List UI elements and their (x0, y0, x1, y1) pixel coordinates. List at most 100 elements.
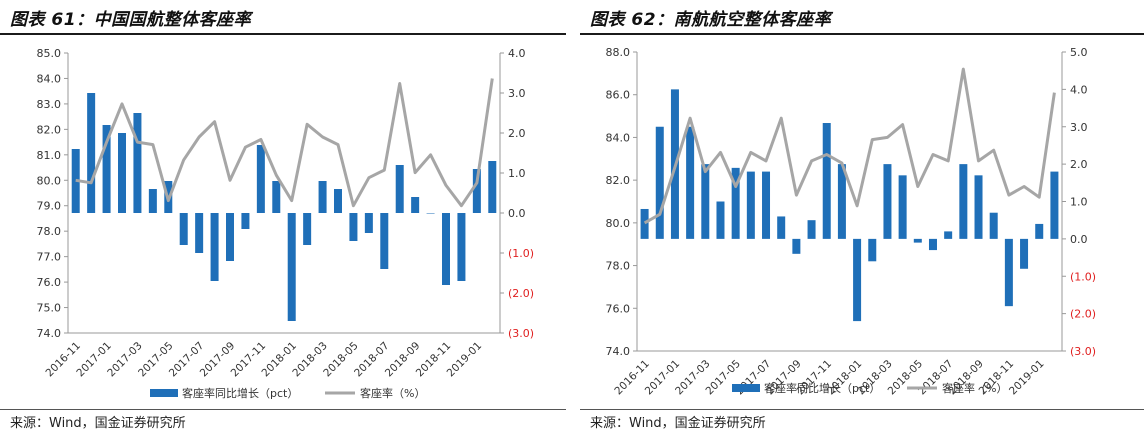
line-load-factor (643, 67, 1056, 225)
bar-yoy (442, 213, 450, 285)
bar-yoy (837, 164, 846, 239)
left-tick-label: 82.0 (37, 123, 62, 136)
right-tick-label: 3.0 (1070, 121, 1088, 134)
bar-yoy (395, 165, 404, 213)
line-load-factor (75, 78, 494, 208)
legend-bar-label: 客座率同比增长（pct） (764, 381, 880, 395)
bar-yoy (1035, 223, 1044, 239)
bar-yoy (868, 238, 877, 262)
right-tick-label: 2.0 (1070, 158, 1088, 171)
bar-yoy (256, 145, 265, 213)
bar-yoy (195, 213, 204, 253)
bar-yoy (334, 189, 342, 213)
bar-yoy (746, 171, 755, 239)
chart-title-61: 图表 61：中国国航整体客座率 (10, 10, 252, 30)
bar-yoy (472, 169, 481, 213)
bar-yoy (731, 167, 740, 239)
bar-yoy (133, 113, 142, 213)
bar-yoy (913, 238, 922, 243)
right-tick-label: (3.0) (508, 327, 534, 340)
bar-yoy (928, 238, 937, 251)
right-tick-label: 1.0 (508, 167, 526, 180)
right-tick-label: 1.0 (1070, 196, 1088, 209)
bar-yoy (853, 238, 862, 322)
bar-yoy (318, 181, 327, 213)
bar-yoy (640, 208, 649, 239)
legend-bar-label: 客座率同比增长（pct） (182, 386, 298, 400)
title-divider (580, 33, 1144, 35)
right-tick-label: 4.0 (1070, 83, 1088, 96)
bar-yoy (457, 213, 466, 281)
right-tick-label: 0.0 (1070, 233, 1088, 246)
bar-yoy (777, 216, 786, 239)
bar-yoy (944, 231, 953, 239)
left-tick-label: 84.0 (37, 72, 62, 85)
bar-yoy (959, 164, 968, 239)
left-tick-label: 80.0 (606, 217, 631, 230)
legend-bar-swatch (150, 389, 178, 397)
bar-yoy (1050, 171, 1059, 239)
bar-yoy (792, 238, 801, 254)
bar-yoy (303, 213, 312, 245)
source-note-61: 来源：Wind，国金证券研究所 (10, 416, 186, 431)
chart-62-svg: 88.0 86.0 84.0 82.0 80.0 78.0 76.0 74.0 5.0 4.0 3.… (606, 46, 1097, 397)
left-tick-label: 85.0 (37, 47, 62, 60)
legend-line-label: 客座率（%） (360, 386, 425, 400)
bar-yoy (179, 213, 188, 245)
bar-yoy (87, 93, 96, 213)
bar-yoy (1020, 238, 1029, 269)
left-tick-label: 78.0 (37, 225, 62, 238)
bar-yoy (898, 175, 907, 239)
bar-yoy (655, 126, 664, 239)
bar-yoy (287, 213, 296, 321)
left-tick-label: 84.0 (606, 131, 631, 144)
bar-yoy (148, 189, 157, 213)
left-tick-label: 80.0 (37, 174, 62, 187)
bar-yoy (226, 213, 234, 261)
legend-bar-swatch (732, 384, 760, 392)
right-tick-label: 3.0 (508, 87, 526, 100)
bar-yoy (974, 175, 983, 239)
bar-yoy (349, 213, 358, 241)
right-tick-label: 2.0 (508, 127, 526, 140)
bar-yoy (380, 213, 389, 269)
bar-yoy (102, 125, 111, 213)
bar-yoy (1004, 238, 1013, 307)
bar-yoy (411, 197, 420, 213)
bar-yoy (364, 213, 373, 233)
left-tick-label: 82.0 (606, 174, 631, 187)
title-divider (0, 33, 566, 35)
bar-yoy (118, 133, 126, 213)
bar-yoy (210, 213, 219, 281)
right-tick-label: 0.0 (508, 207, 526, 220)
legend-line-label: 客座率（%） (942, 381, 1007, 395)
left-tick-label: 79.0 (37, 200, 62, 213)
left-tick-label: 76.0 (606, 302, 631, 315)
bar-yoy (822, 123, 831, 239)
bar-yoy (686, 126, 695, 239)
right-tick-label: 5.0 (1070, 46, 1088, 59)
bar-yoy (272, 181, 281, 213)
chart-panel-62: 图表 62：南航航空整体客座率 88.0 86.0 84.0 82.0 80.0 78.0… (580, 0, 1144, 431)
left-tick-label: 81.0 (37, 149, 62, 162)
left-tick-label: 75.0 (37, 302, 62, 315)
left-tick-label: 76.0 (37, 276, 62, 289)
chart-panel-61: 图表 61：中国国航整体客座率 85.0 84.0 83.0 82.0 81.0 80.0… (0, 0, 566, 431)
right-tick-label: (2.0) (1070, 308, 1096, 321)
left-tick-label: 86.0 (606, 89, 631, 102)
right-tick-label: (1.0) (508, 247, 534, 260)
right-tick-label: (2.0) (508, 287, 534, 300)
source-divider (580, 409, 1144, 410)
left-tick-label: 83.0 (37, 98, 62, 111)
bar-yoy (701, 164, 710, 239)
bar-yoy (807, 220, 816, 239)
left-tick-label: 74.0 (37, 327, 62, 340)
left-tick-label: 88.0 (606, 46, 631, 59)
bar-yoy (716, 201, 725, 239)
bar-yoy (883, 164, 892, 239)
source-note-62: 来源：Wind，国金证券研究所 (590, 416, 766, 431)
right-tick-label: (1.0) (1070, 270, 1096, 283)
right-tick-label: 4.0 (508, 47, 526, 60)
right-tick-label: (3.0) (1070, 345, 1096, 358)
chart-title-62: 图表 62：南航航空整体客座率 (590, 10, 832, 30)
